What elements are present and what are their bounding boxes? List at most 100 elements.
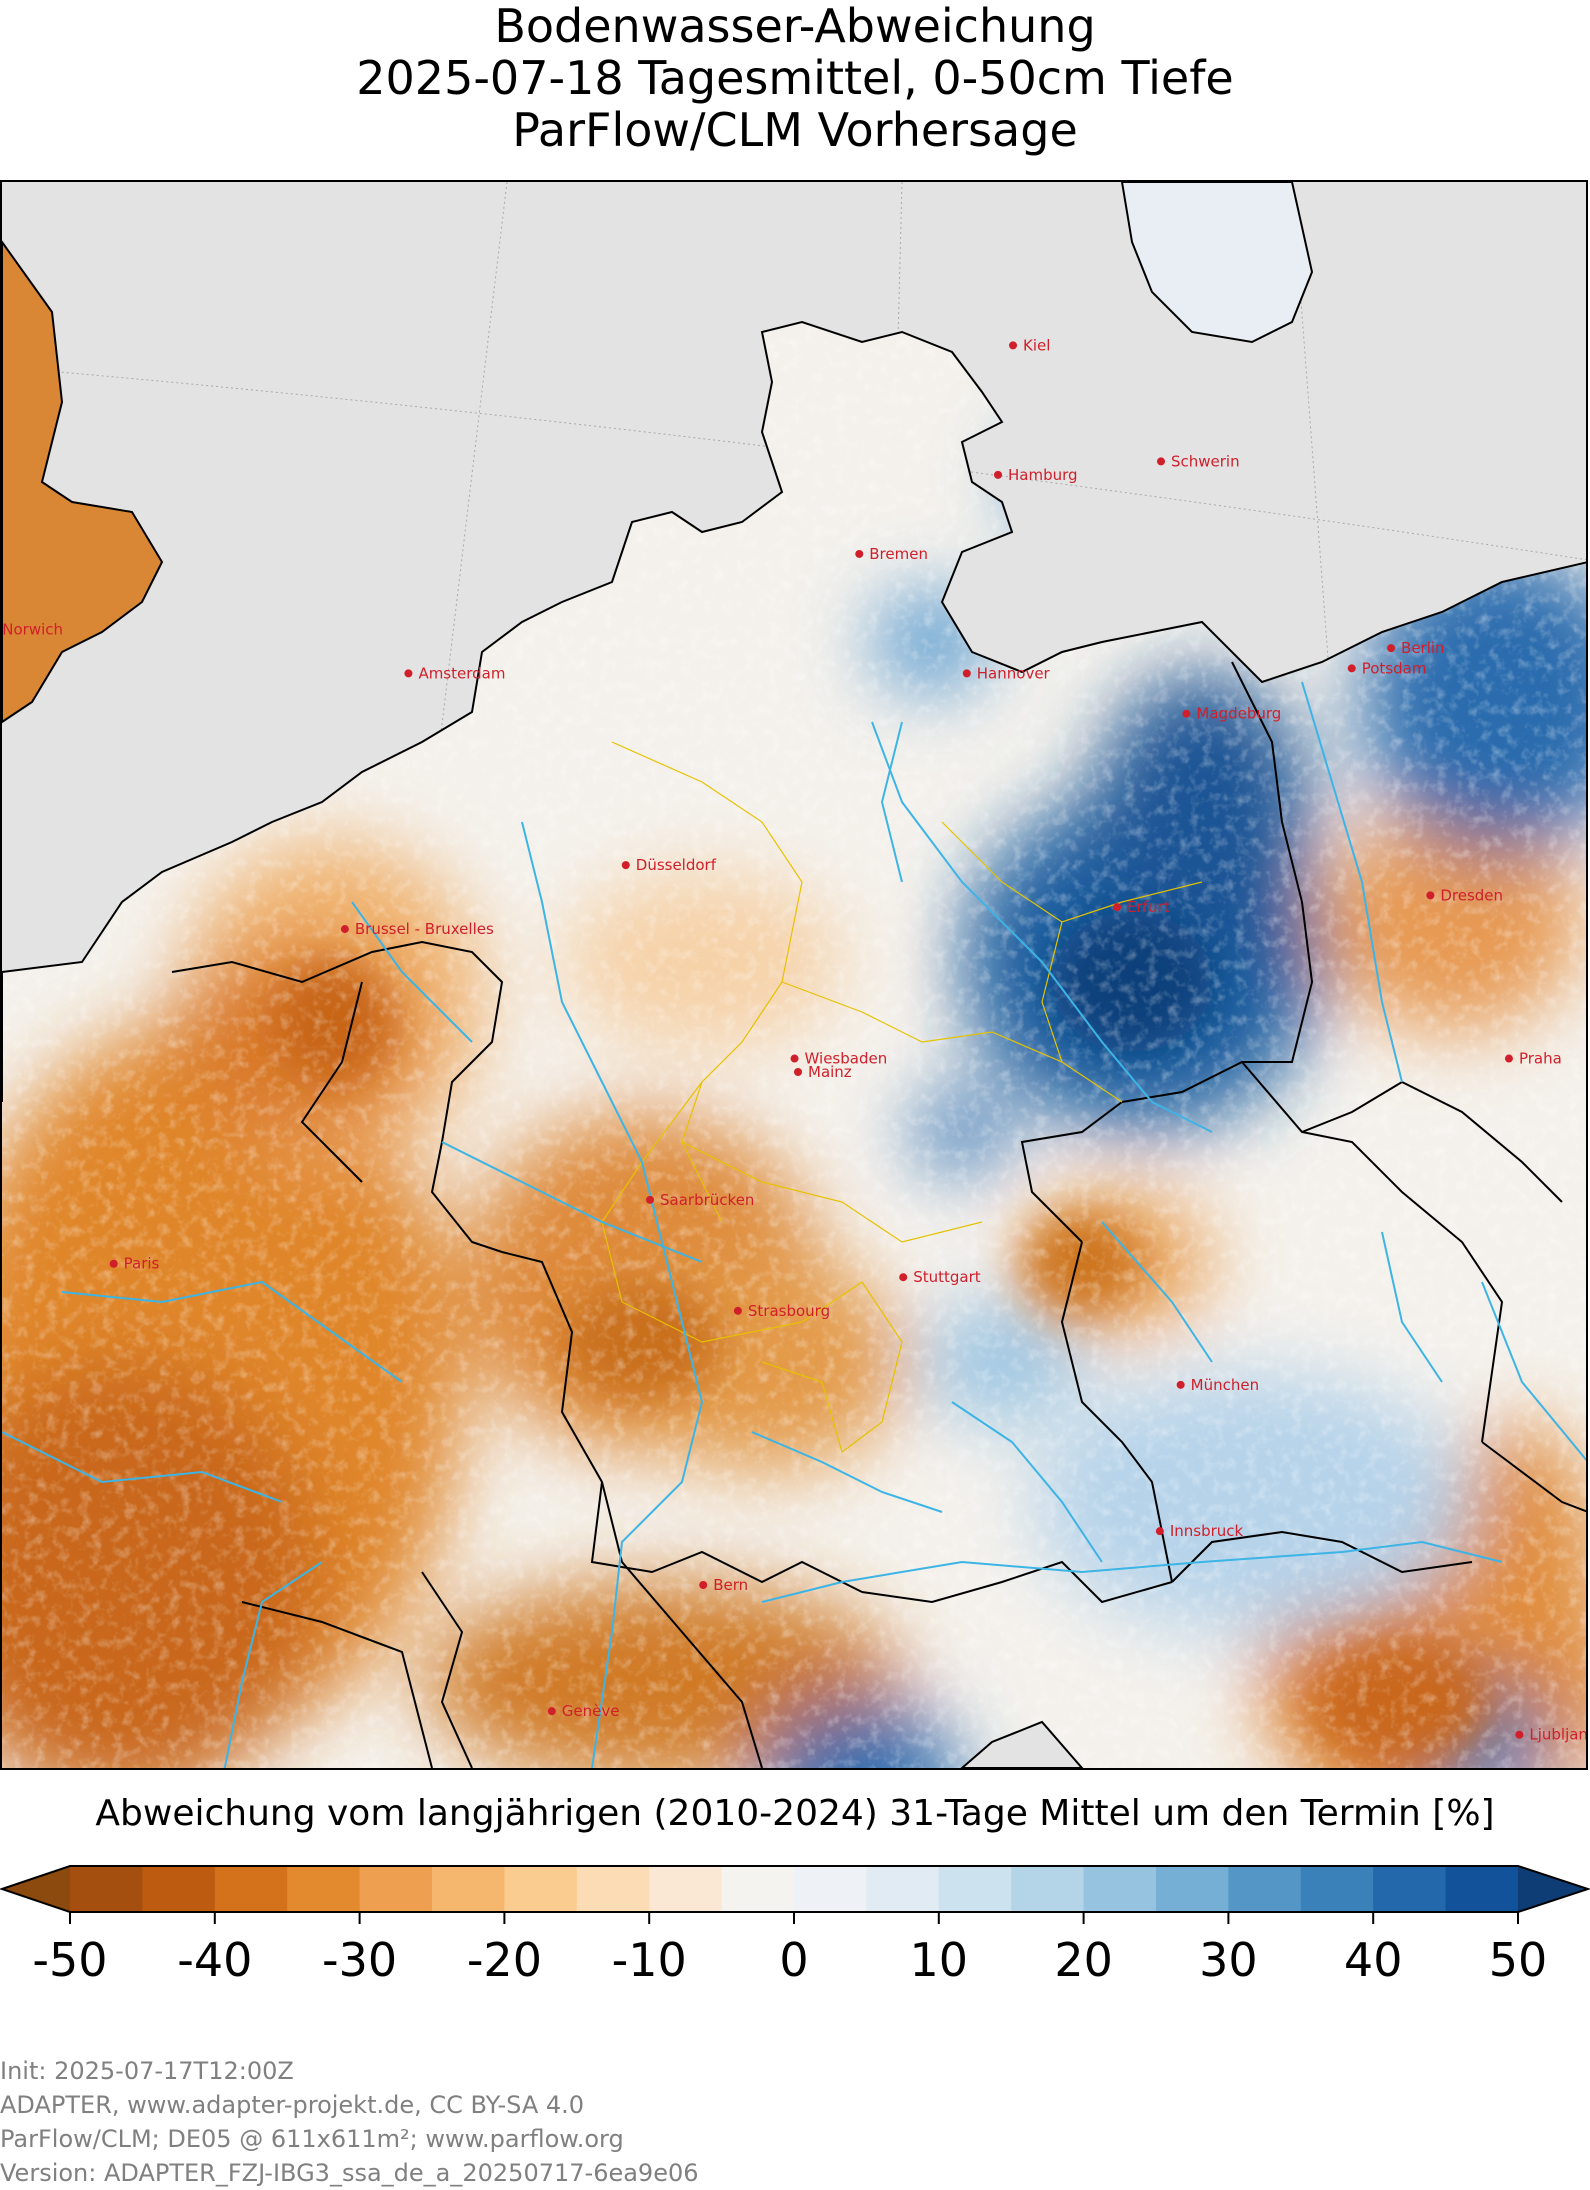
national-borders xyxy=(171,661,1586,1768)
city-label: München xyxy=(1191,1376,1259,1394)
city-label: Magdeburg xyxy=(1196,705,1281,723)
city-dot xyxy=(1009,341,1018,350)
city-dot xyxy=(1387,644,1396,653)
city-marker-wiesbaden: Wiesbaden xyxy=(790,1050,888,1068)
title-line-2: 2025-07-18 Tagesmittel, 0-50cm Tiefe xyxy=(356,51,1234,105)
city-label: Amsterdam xyxy=(418,664,505,682)
colorbar-bin xyxy=(432,1866,505,1912)
city-label: Kiel xyxy=(1023,336,1050,354)
city-marker-hamburg: Hamburg xyxy=(994,466,1078,484)
city-label: Praha xyxy=(1519,1050,1562,1068)
city-label: Berlin xyxy=(1401,639,1445,657)
city-marker-innsbruck: Innsbruck xyxy=(1155,1522,1244,1540)
city-marker-strasbourg: Strasbourg xyxy=(733,1302,830,1320)
city-dot xyxy=(855,549,864,558)
city-dot xyxy=(1155,1527,1164,1536)
footer-info: Init: 2025-07-17T12:00Z ADAPTER, www.ada… xyxy=(0,2054,1590,2190)
city-marker-mainz: Mainz xyxy=(794,1063,852,1081)
city-dot xyxy=(404,669,413,678)
city-label: Düsseldorf xyxy=(636,856,717,874)
city-dot xyxy=(547,1707,556,1716)
colorbar-tick-label: -20 xyxy=(467,1933,542,1987)
city-dot xyxy=(794,1068,803,1076)
colorbar-bin xyxy=(214,1866,288,1912)
city-label: Ljubljana xyxy=(1529,1726,1588,1744)
footer-init: Init: 2025-07-17T12:00Z xyxy=(0,2057,294,2085)
soil-moisture-map[interactable]: KøbenhavnMalmöKielNorwichHamburgSchwerin… xyxy=(2,182,1588,1768)
colorbar-bin xyxy=(1445,1866,1519,1912)
colorbar-bin xyxy=(649,1866,723,1912)
colorbar-tick-label: -50 xyxy=(32,1933,107,1987)
city-dot xyxy=(994,470,1002,479)
city-label: Dresden xyxy=(1440,886,1503,904)
colorbar-bin xyxy=(70,1866,143,1912)
city-label: Brussel - Bruxelles xyxy=(355,920,494,938)
colorbar-tick-label: 40 xyxy=(1344,1933,1403,1987)
city-marker-m-nchen: München xyxy=(1176,1376,1259,1394)
city-marker-erfurt: Erfurt xyxy=(1113,898,1170,916)
city-marker-bern: Bern xyxy=(699,1576,748,1594)
colorbar-tick-label: 0 xyxy=(779,1933,808,1987)
city-label: Bremen xyxy=(869,545,928,563)
city-marker-magdeburg: Magdeburg xyxy=(1182,705,1281,723)
city-marker-amsterdam: Amsterdam xyxy=(404,664,505,682)
colorbar-bin xyxy=(142,1866,216,1912)
city-marker-brussel-bruxelles: Brussel - Bruxelles xyxy=(340,920,494,938)
colorbar-bin xyxy=(1083,1866,1157,1912)
colorbar-extend-max xyxy=(1518,1866,1588,1912)
city-marker-kiel: Kiel xyxy=(1009,336,1050,354)
city-marker-dresden: Dresden xyxy=(1426,886,1503,904)
city-label: Schwerin xyxy=(1171,452,1240,470)
city-dot xyxy=(1426,891,1435,900)
city-dot xyxy=(646,1195,655,1204)
colorbar-bin xyxy=(1156,1866,1229,1912)
city-dot xyxy=(962,669,971,678)
city-marker-schwerin: Schwerin xyxy=(1156,452,1240,470)
city-label: Hamburg xyxy=(1008,466,1078,484)
city-dot xyxy=(1504,1054,1513,1063)
city-marker-paris: Paris xyxy=(109,1255,160,1273)
footer-version: Version: ADAPTER_FZJ-IBG3_ssa_de_a_20250… xyxy=(0,2159,699,2187)
colorbar-tick-label: 10 xyxy=(910,1933,969,1987)
city-label: Innsbruck xyxy=(1170,1522,1244,1540)
city-dot xyxy=(790,1054,799,1063)
city-markers: KøbenhavnMalmöKielNorwichHamburgSchwerin… xyxy=(2,336,1588,1744)
city-dot xyxy=(1156,457,1165,466)
colorbar-tick-label: 50 xyxy=(1489,1933,1548,1987)
colorbar-label: Abweichung vom langjährigen (2010-2024) … xyxy=(95,1793,1495,1834)
city-label: Stuttgart xyxy=(913,1268,981,1286)
city-label: Wiesbaden xyxy=(805,1050,888,1068)
city-dot xyxy=(699,1581,708,1590)
colorbar: -50 -40 -30 -20 -10 0 10 20 30 40 50 xyxy=(0,1865,1590,1987)
map-panel[interactable]: KøbenhavnMalmöKielNorwichHamburgSchwerin… xyxy=(0,180,1588,1770)
adriatic-sea xyxy=(960,1720,1084,1768)
colorbar-bin xyxy=(1011,1866,1085,1912)
city-marker-d-sseldorf: Düsseldorf xyxy=(621,856,717,874)
city-dot xyxy=(340,925,349,934)
city-dot xyxy=(1182,709,1191,718)
city-marker-berlin: Berlin xyxy=(1387,639,1445,657)
city-label: Potsdam xyxy=(1362,659,1427,677)
colorbar-bin xyxy=(1373,1866,1447,1912)
footer-credit: ADAPTER, www.adapter-projekt.de, CC BY-S… xyxy=(0,2091,585,2119)
colorbar-bin xyxy=(794,1866,867,1912)
city-marker-ljubljana: Ljubljana xyxy=(1515,1726,1588,1744)
city-marker-saarbr-cken: Saarbrücken xyxy=(646,1191,754,1209)
colorbar-bin xyxy=(1228,1866,1302,1912)
city-label: Paris xyxy=(124,1255,160,1273)
city-marker-gen-ve: Genève xyxy=(547,1702,620,1720)
colorbar-tick-label: -30 xyxy=(322,1933,397,1987)
colorbar-bin xyxy=(287,1866,361,1912)
sweden-landmass xyxy=(1120,182,1314,344)
title-line-3: ParFlow/CLM Vorhersage xyxy=(512,103,1078,157)
colorbar-bin xyxy=(359,1866,433,1912)
city-dot xyxy=(1347,664,1356,673)
colorbar-bin xyxy=(866,1866,940,1912)
city-label: Mainz xyxy=(808,1063,852,1081)
city-label: Hannover xyxy=(977,664,1051,682)
city-dot xyxy=(1113,903,1122,912)
city-marker-hannover: Hannover xyxy=(962,664,1051,682)
city-label: Genève xyxy=(562,1702,620,1720)
city-dot xyxy=(1515,1730,1524,1739)
colorbar-bin xyxy=(721,1866,795,1912)
